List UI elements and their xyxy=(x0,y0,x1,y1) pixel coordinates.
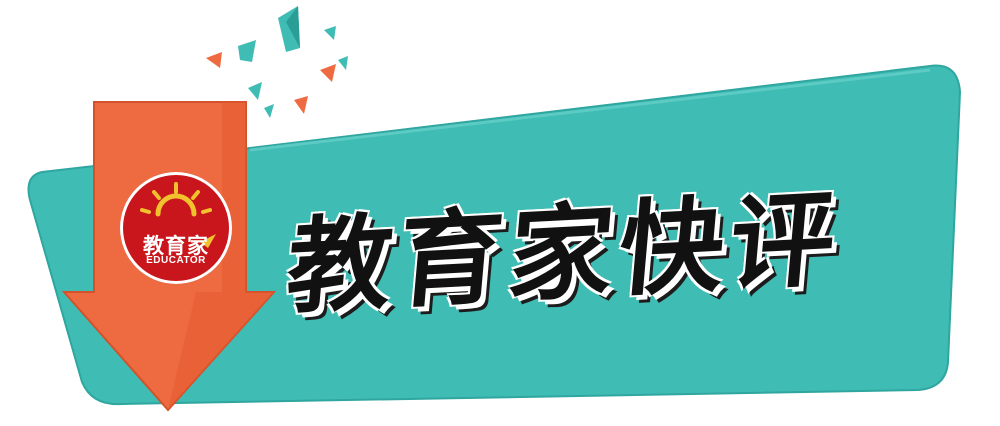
logo-subtitle: EDUCATOR xyxy=(146,255,206,266)
confetti-shards-icon xyxy=(206,6,348,118)
sun-icon xyxy=(140,182,216,248)
down-arrow-shade xyxy=(168,102,274,410)
logo-badge: 教育家 EDUCATOR xyxy=(120,172,232,284)
banner-title: 教育家快评 xyxy=(282,176,847,329)
logo-name: 教育家 xyxy=(143,235,209,258)
teal-banner-highlight xyxy=(249,68,931,152)
